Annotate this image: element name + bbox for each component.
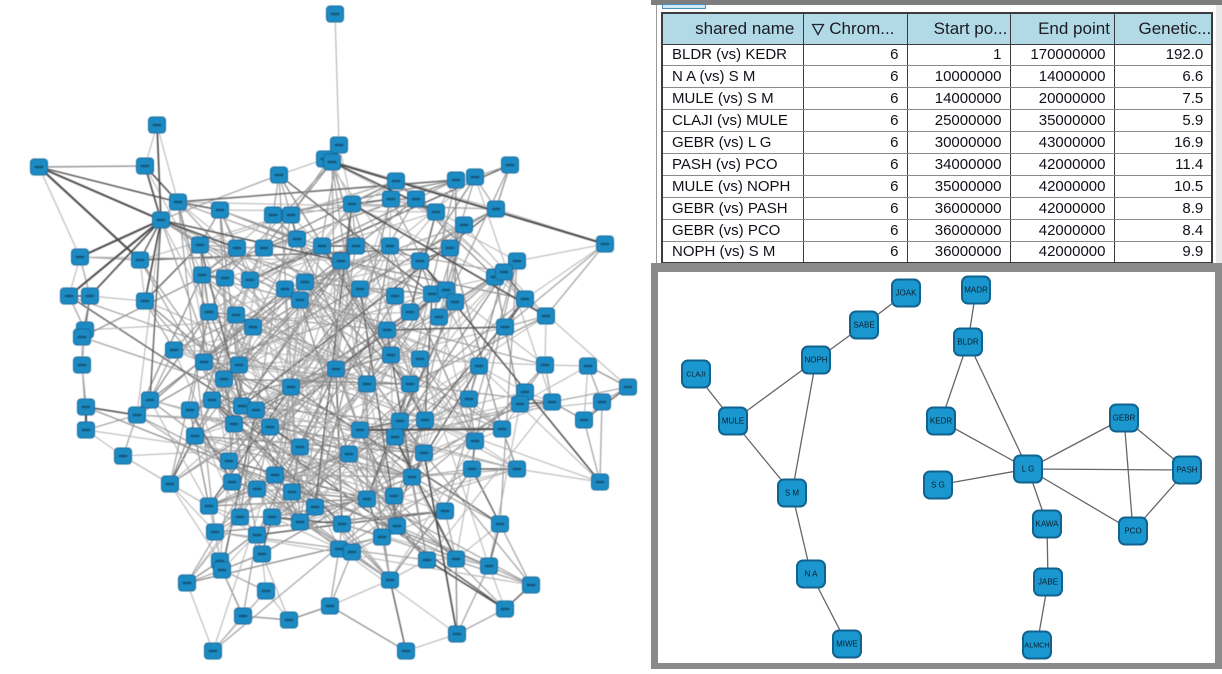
svg-text:BLDR: BLDR [957, 338, 979, 347]
svg-text:JABE: JABE [1038, 578, 1058, 587]
svg-text:PASH: PASH [1176, 466, 1197, 475]
svg-text:KAWA: KAWA [1036, 520, 1060, 529]
svg-text:MIWE: MIWE [836, 640, 858, 649]
svg-text:JOAK: JOAK [896, 289, 918, 298]
svg-text:CLAJI: CLAJI [686, 370, 706, 379]
svg-text:S G: S G [931, 481, 945, 490]
svg-text:PCO: PCO [1124, 527, 1141, 536]
svg-text:S M: S M [785, 489, 800, 498]
svg-text:ALMCH: ALMCH [1024, 641, 1049, 650]
svg-text:SABE: SABE [853, 321, 874, 330]
svg-text:N A: N A [805, 570, 819, 579]
svg-text:KEDR: KEDR [930, 417, 952, 426]
svg-text:L G: L G [1022, 465, 1035, 474]
svg-text:MULE: MULE [722, 417, 744, 426]
svg-text:NOPH: NOPH [804, 356, 827, 365]
svg-text:GEBR: GEBR [1113, 414, 1136, 423]
svg-text:MADR: MADR [964, 286, 988, 295]
